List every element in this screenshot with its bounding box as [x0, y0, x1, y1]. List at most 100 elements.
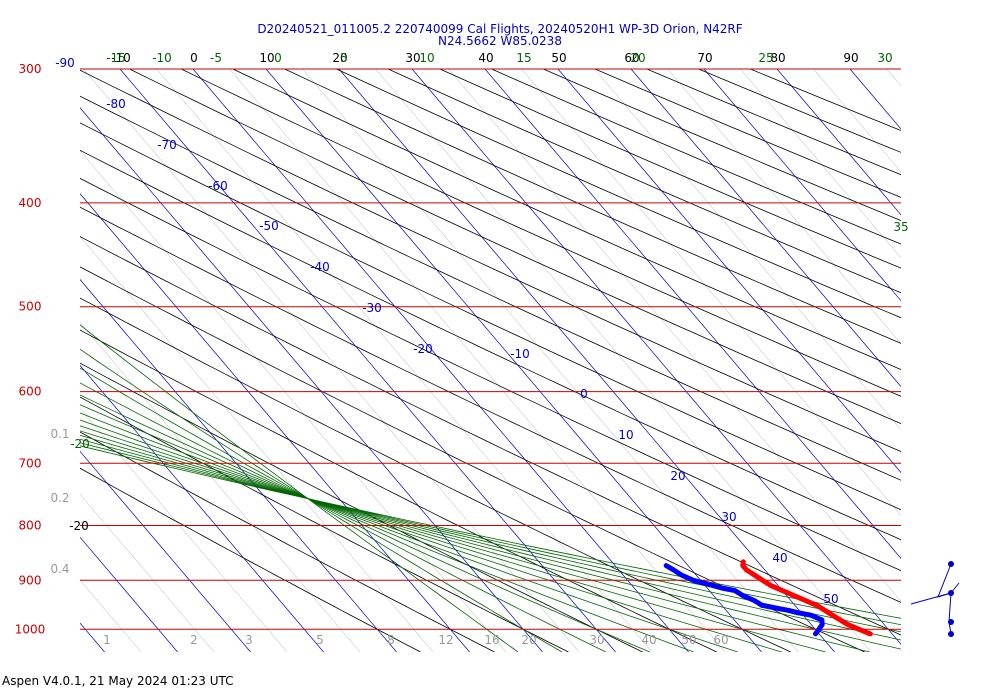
isotherm-label: -20	[413, 342, 433, 356]
skew-grid-line	[923, 69, 1000, 652]
moist-adiabat-line	[80, 434, 901, 641]
skew-grid-line	[996, 69, 1000, 652]
temperature-tick-label: 20	[332, 51, 347, 65]
isotherm-line	[849, 69, 901, 130]
temperature-tick-label: 0	[190, 51, 198, 65]
temperature-tick-label: 10	[259, 51, 274, 65]
skew-grid-line	[80, 365, 324, 652]
isotherm-label: -10	[510, 347, 530, 361]
mixing-ratio-side-label: 0.2	[50, 491, 69, 505]
isotherm-line	[338, 69, 835, 652]
skew-grid-line	[776, 69, 901, 216]
temperature-tick-label: 40	[478, 51, 493, 65]
mixing-ratio-label: 8	[387, 633, 395, 647]
mixing-ratio-label: 30	[589, 633, 604, 647]
dry-adiabat-line	[80, 69, 901, 453]
isotherm-label: 20	[670, 469, 685, 483]
skew-grid-line	[0, 69, 32, 652]
moist-adiabat-line	[80, 404, 738, 652]
dry-adiabat-side-label: -20	[69, 519, 89, 533]
moist-adiabat-line	[80, 425, 870, 652]
skew-grid-line	[740, 69, 901, 259]
theta-e-label: 20	[630, 51, 645, 65]
skew-grid-line	[80, 408, 288, 652]
pressure-label: 500	[19, 300, 42, 314]
moist-adiabat-line	[80, 394, 694, 652]
skew-grid-line	[521, 69, 901, 516]
mixing-ratio-label: 3	[245, 633, 253, 647]
theta-e-side-label: -20	[70, 437, 90, 451]
isotherm-line	[411, 69, 901, 645]
dry-adiabat-line	[594, 69, 901, 198]
theta-e-label: 30	[877, 51, 892, 65]
moist-adiabat-line	[80, 430, 901, 650]
isotherm-label: -50	[259, 219, 279, 233]
dry-adiabat-line	[750, 69, 901, 131]
skew-grid-line	[80, 193, 470, 652]
isotherm-label: 40	[772, 551, 787, 565]
moist-adiabat-line	[80, 438, 901, 633]
theta-e-label: -10	[152, 51, 172, 65]
dry-adiabat-line	[80, 329, 717, 652]
isotherm-line	[119, 69, 616, 652]
isotherm-line	[0, 69, 32, 652]
dry-adiabat-line	[284, 69, 901, 344]
skew-grid-line	[448, 69, 901, 602]
isotherm-line	[80, 450, 251, 652]
isobar-layer	[80, 68, 901, 630]
dry-adiabat-line	[491, 69, 901, 245]
mixing-ratio-label: 20	[521, 633, 536, 647]
chart-subtitle: N24.5662 W85.0238	[438, 34, 562, 48]
dry-adiabat-line	[439, 69, 901, 269]
isotherm-line	[80, 107, 543, 652]
isotherm-line	[80, 536, 178, 652]
dry-adiabat-line	[80, 177, 901, 572]
mixing-ratio-side-label: 0.4	[50, 562, 69, 576]
theta-e-label: 15	[516, 51, 531, 65]
skew-grid-line	[813, 69, 901, 173]
mixing-ratio-label: 2	[190, 633, 198, 647]
skew-grid-line	[630, 69, 901, 388]
isotherm-line	[703, 69, 901, 302]
mixing-ratio-label: 12	[438, 633, 453, 647]
dry-adiabat-line	[232, 69, 901, 370]
skew-grid-line	[156, 69, 653, 652]
isotherm-line	[192, 69, 689, 652]
skew-grid-line	[80, 579, 142, 652]
skew-grid-line	[594, 69, 901, 430]
isotherm-line	[557, 69, 901, 474]
isotherm-line	[630, 69, 901, 388]
isotherm-line	[80, 364, 324, 652]
theta-e-label: 10	[419, 51, 434, 65]
temperature-tick-label: 50	[551, 51, 566, 65]
isotherm-label: -40	[310, 260, 330, 274]
mixing-ratio-side-label: 0.1	[50, 427, 69, 441]
dewpoint-trace	[663, 563, 825, 637]
pressure-label: 900	[19, 573, 42, 587]
dry-adiabat-line	[80, 95, 901, 481]
chart-title: D20240521_011005.2 220740099 Cal Flights…	[257, 22, 742, 36]
skew-grid-line	[83, 69, 580, 652]
skew-grid-line	[667, 69, 901, 345]
wind-barb-profile	[910, 561, 960, 637]
isotherm-label: -90	[55, 56, 75, 70]
theta-e-label: -15	[106, 51, 126, 65]
theta-e-label: -5	[210, 51, 222, 65]
skew-grid-line	[229, 69, 726, 652]
pressure-label: 800	[19, 518, 42, 532]
dry-adiabat-line	[80, 149, 901, 541]
moist-adiabat-line	[80, 445, 901, 619]
moist-adiabat-line	[80, 324, 519, 652]
skew-grid-line	[960, 69, 1000, 652]
skew-grid-line	[80, 236, 434, 652]
skew-grid-line	[375, 69, 872, 652]
skew-grid-line	[80, 536, 178, 652]
grid-layer	[0, 69, 1000, 652]
moist-adiabat-line	[80, 348, 563, 652]
isotherm-line	[484, 69, 901, 559]
mixing-ratio-label: 40	[641, 633, 656, 647]
footer-version: Aspen V4.0.1, 21 May 2024 01:23 UTC	[2, 674, 234, 688]
temperature-tick-label: 80	[770, 51, 785, 65]
skew-grid-line	[80, 493, 215, 652]
isotherm-line	[923, 69, 1000, 652]
